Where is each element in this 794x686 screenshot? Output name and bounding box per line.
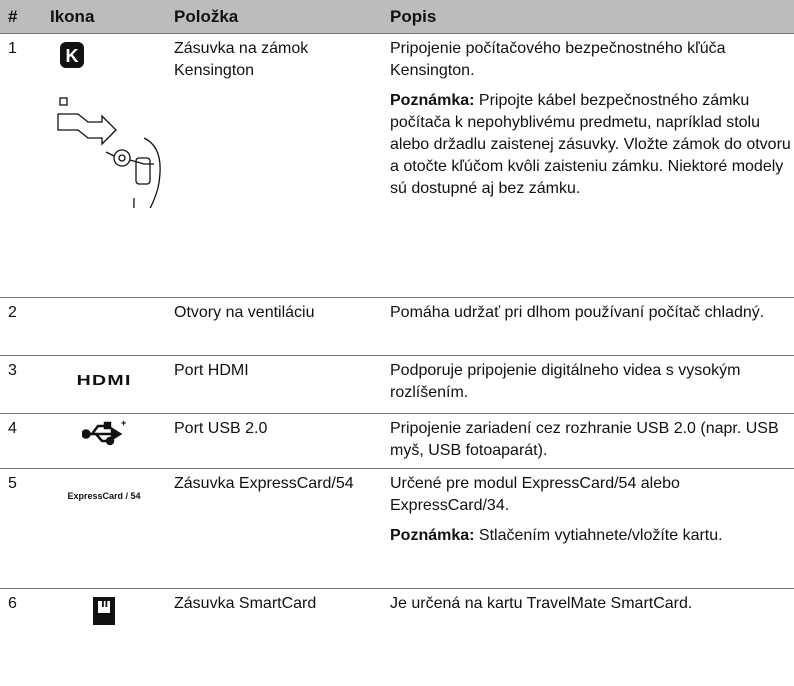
icon: + xyxy=(42,418,166,455)
header-cell: Popis xyxy=(382,0,794,34)
description-paragraph: Pomáha udržať pri dlhom používaní počíta… xyxy=(390,302,794,324)
icon-shape xyxy=(81,421,123,446)
icon-shape xyxy=(102,601,104,607)
header-cell: # xyxy=(0,0,42,34)
row-number: 5 xyxy=(0,468,42,589)
icon-shape xyxy=(57,113,117,146)
description-text: Stlačením vytiahnete/vložíte kartu. xyxy=(478,527,723,544)
row-number: 2 xyxy=(0,297,42,356)
description-text: Pripojte kábel bezpečnostného zámku počí… xyxy=(390,92,791,197)
item-name: Zásuvka na zámok Kensington xyxy=(166,33,382,298)
icon-shape xyxy=(57,97,161,235)
table-row: 4 + Port USB 2.0 Pripojenie zariadení cez r… xyxy=(0,413,794,469)
description-paragraph: Určené pre modul ExpressCard/54 alebo Ex… xyxy=(390,473,794,517)
description-text: Pripojenie zariadení cez rozhranie USB 2… xyxy=(390,420,779,459)
description-paragraph: Pripojenie zariadení cez rozhranie USB 2… xyxy=(390,418,794,462)
table-row: 2 Otvory na ventiláciu Pomáha udržať pri d… xyxy=(0,297,794,356)
table-row: 5 ExpressCard / 54 Zásuvka ExpressCard/54 U… xyxy=(0,468,794,589)
icon-shape xyxy=(60,42,84,68)
icon-shape xyxy=(143,137,161,221)
description-text: Podporuje pripojenie digitálneho videa s… xyxy=(390,362,741,401)
icon-shape xyxy=(103,421,112,430)
table-row: 3 HDMI Port HDMI Podporuje pripojenie digit… xyxy=(0,355,794,414)
description-text: Určené pre modul ExpressCard/54 alebo Ex… xyxy=(390,475,680,514)
description-paragraph: Poznámka: Pripojte kábel bezpečnostného … xyxy=(390,90,794,200)
spec-table: # Ikona Položka Popis 1 K Zásuvka na zámo… xyxy=(0,0,794,646)
row-number: 3 xyxy=(0,355,42,414)
note-label: Poznámka: xyxy=(390,527,475,544)
header-cell: Položka xyxy=(166,0,382,34)
table-row: 6 Zásuvka SmartCard Je určená na kartu Tra… xyxy=(0,588,794,646)
icon-text: ExpressCard / 54 xyxy=(67,491,141,501)
icon-shape: + xyxy=(121,418,126,428)
description: Určené pre modul ExpressCard/54 alebo Ex… xyxy=(382,468,794,589)
icon-shape: + xyxy=(81,418,126,446)
description: Pripojenie zariadení cez rozhranie USB 2… xyxy=(382,413,794,469)
icon-cell xyxy=(42,297,166,356)
description-paragraph: Podporuje pripojenie digitálneho videa s… xyxy=(390,360,794,404)
icon-shape xyxy=(91,424,106,435)
icon-shape xyxy=(131,197,135,235)
icon-shape xyxy=(105,601,108,607)
row-number: 6 xyxy=(0,588,42,646)
description: Pripojenie počítačového bezpečnostného k… xyxy=(382,33,794,298)
header-cell: Ikona xyxy=(42,0,166,34)
icon-cell: + xyxy=(42,413,166,469)
icon-shape xyxy=(135,157,151,185)
note-label: Poznámka: xyxy=(390,92,475,109)
icon-cell: K xyxy=(42,33,166,298)
description-text: Pripojenie počítačového bezpečnostného k… xyxy=(390,40,726,79)
icon-shape xyxy=(98,601,110,613)
row-number: 1 xyxy=(0,33,42,298)
description: Pomáha udržať pri dlhom používaní počíta… xyxy=(382,297,794,356)
item-name: Port USB 2.0 xyxy=(166,413,382,469)
icon-cell: ExpressCard / 54 xyxy=(42,468,166,589)
icon-shape xyxy=(93,597,115,625)
description-text: Je určená na kartu TravelMate SmartCard. xyxy=(390,595,693,612)
icon-shape xyxy=(81,429,91,439)
icon-shape xyxy=(59,97,68,106)
icon-shape xyxy=(113,149,131,167)
table-row: 1 K Zásuvka na zámok Kensington Pripojenie… xyxy=(0,33,794,298)
row-number: 4 xyxy=(0,413,42,469)
item-name: Zásuvka SmartCard xyxy=(166,588,382,646)
icon-cell xyxy=(42,588,166,646)
description-paragraph: Je určená na kartu TravelMate SmartCard. xyxy=(390,593,794,615)
description-paragraph: Pripojenie počítačového bezpečnostného k… xyxy=(390,38,794,82)
description: Podporuje pripojenie digitálneho videa s… xyxy=(382,355,794,414)
description: Je určená na kartu TravelMate SmartCard. xyxy=(382,588,794,646)
icon-shape xyxy=(105,436,115,446)
item-name: Zásuvka ExpressCard/54 xyxy=(166,468,382,589)
icon-shape xyxy=(105,151,154,165)
icon: K xyxy=(42,38,166,235)
icon-shape xyxy=(110,426,123,442)
item-name: Port HDMI xyxy=(166,355,382,414)
item-name: Otvory na ventiláciu xyxy=(166,297,382,356)
icon-text: HDMI xyxy=(76,372,132,389)
icon-cell: HDMI xyxy=(42,355,166,414)
icon-shape xyxy=(118,154,126,162)
description-paragraph: Poznámka: Stlačením vytiahnete/vložíte k… xyxy=(390,525,794,547)
header-row: # Ikona Položka Popis xyxy=(0,0,794,34)
description-text: Pomáha udržať pri dlhom používaní počíta… xyxy=(390,304,765,321)
icon xyxy=(42,593,166,634)
icon-shape: K xyxy=(66,46,79,66)
icon-shape: K xyxy=(57,42,161,235)
